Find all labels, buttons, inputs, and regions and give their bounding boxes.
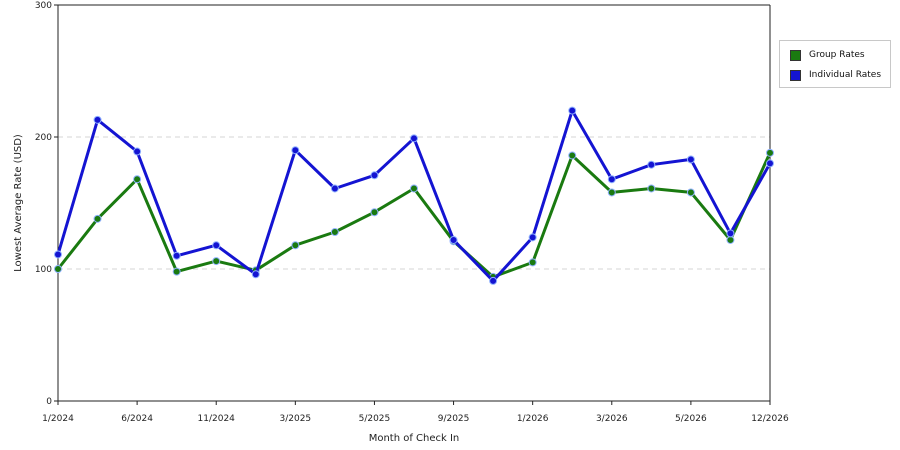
data-point-individual-rates [607, 175, 616, 184]
data-point-individual-rates [370, 171, 379, 180]
x-axis-title: Month of Check In [369, 433, 460, 444]
data-point-individual-rates [686, 155, 695, 164]
data-point-individual-rates [528, 233, 537, 242]
x-tick-label: 1/2024 [42, 414, 74, 424]
data-point-individual-rates [251, 270, 260, 279]
x-ticks: 1/2024 6/2024 11/2024 3/2025 5/2025 9/2025 1/2… [42, 401, 789, 424]
data-point-group-rates [54, 265, 62, 273]
x-tick-label: 9/2025 [438, 414, 470, 424]
y-ticks: 0 100 200 300 [35, 1, 58, 407]
y-tick-label: 100 [35, 265, 52, 275]
data-point-group-rates [568, 151, 577, 160]
data-point-group-rates [370, 208, 379, 217]
x-tick-label: 3/2025 [279, 414, 311, 424]
data-point-group-rates [726, 235, 735, 244]
y-tick-label: 300 [35, 1, 52, 11]
data-point-individual-rates [330, 184, 339, 193]
x-tick-label: 12/2026 [751, 414, 789, 424]
x-tick-label: 3/2026 [596, 414, 628, 424]
x-tick-label: 5/2026 [675, 414, 707, 424]
data-point-individual-rates [449, 235, 458, 244]
data-point-individual-rates [410, 134, 418, 143]
data-point-group-rates [766, 148, 774, 157]
data-point-group-rates [172, 267, 181, 276]
data-point-group-rates [330, 228, 339, 237]
x-tick-label: 1/2026 [517, 414, 549, 424]
y-axis-title: Lowest Average Rate (USD) [13, 134, 24, 272]
legend-swatch-group-rates [790, 49, 801, 61]
legend: Group Rates Individual Rates [779, 40, 891, 88]
y-tick-label: 0 [46, 397, 52, 407]
data-point-individual-rates [54, 250, 62, 259]
legend-entry-individual-rates: Individual Rates [790, 68, 881, 82]
data-point-group-rates [686, 188, 695, 197]
data-point-individual-rates [726, 229, 735, 238]
legend-entry-group-rates: Group Rates [790, 48, 865, 62]
data-point-individual-rates [212, 241, 221, 250]
data-point-individual-rates [766, 159, 774, 168]
legend-label-group-rates: Group Rates [809, 50, 865, 60]
legend-swatch-individual-rates [790, 69, 801, 81]
data-point-individual-rates [489, 276, 498, 285]
data-point-individual-rates [172, 251, 181, 260]
data-point-individual-rates [647, 160, 656, 169]
data-point-individual-rates [93, 115, 102, 124]
data-point-group-rates [133, 175, 142, 184]
data-point-individual-rates [568, 106, 577, 115]
series-line-group-rates [56, 152, 772, 279]
data-point-group-rates [212, 257, 221, 266]
x-tick-label: 6/2024 [121, 414, 153, 424]
x-tick-label: 11/2024 [198, 414, 236, 424]
legend-label-individual-rates: Individual Rates [809, 70, 882, 80]
data-point-group-rates [647, 184, 656, 193]
data-point-group-rates [607, 188, 616, 197]
data-point-group-rates [93, 214, 102, 223]
data-point-individual-rates [133, 147, 142, 156]
series-individual-rates [54, 106, 774, 285]
data-point-group-rates [410, 184, 418, 193]
y-tick-label: 200 [35, 133, 52, 143]
x-tick-label: 5/2025 [359, 414, 391, 424]
gridlines [58, 136, 770, 270]
series [54, 106, 774, 285]
data-point-group-rates [528, 258, 537, 267]
data-point-group-rates [291, 241, 300, 250]
data-point-individual-rates [291, 146, 300, 155]
axes [57, 4, 771, 402]
